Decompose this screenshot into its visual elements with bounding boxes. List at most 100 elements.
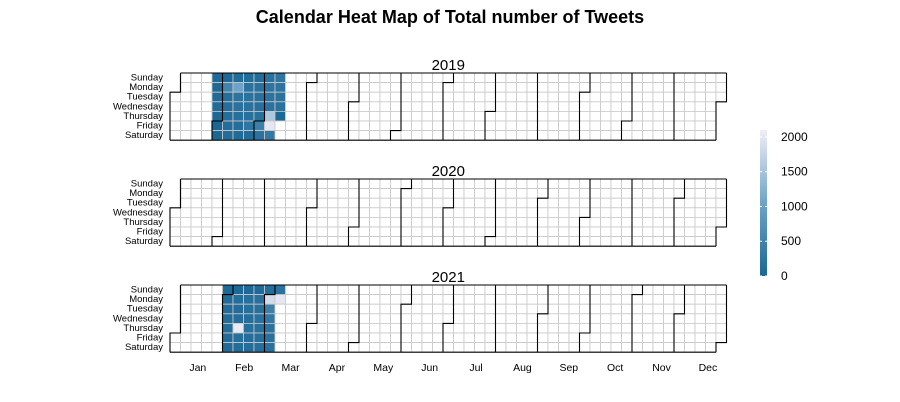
day-cell bbox=[579, 178, 591, 190]
legend-tick-label: 500 bbox=[781, 234, 801, 248]
day-cell bbox=[432, 130, 444, 141]
day-cell bbox=[306, 101, 318, 112]
weekday-label: Friday bbox=[137, 226, 164, 237]
day-cell bbox=[379, 342, 391, 353]
day-cell bbox=[705, 226, 717, 238]
day-cell bbox=[705, 207, 717, 218]
day-cell bbox=[211, 72, 223, 84]
day-cell bbox=[201, 294, 213, 305]
day-cell bbox=[253, 342, 265, 353]
day-cell bbox=[474, 91, 486, 103]
day-cell bbox=[663, 236, 675, 247]
day-cell bbox=[253, 226, 265, 238]
day-cell bbox=[453, 111, 465, 122]
day-cell bbox=[526, 207, 538, 218]
day-cell bbox=[463, 216, 475, 228]
day-cell bbox=[547, 322, 559, 334]
day-cell bbox=[663, 72, 675, 84]
day-cell bbox=[495, 111, 507, 122]
day-cell bbox=[337, 322, 349, 334]
day-cell bbox=[295, 130, 307, 141]
day-cell bbox=[285, 322, 297, 334]
day-cell bbox=[684, 342, 696, 353]
month-label: Dec bbox=[699, 362, 718, 374]
day-cell bbox=[505, 284, 517, 296]
day-cell bbox=[652, 294, 664, 305]
day-cell bbox=[652, 101, 664, 112]
month-boundary-line bbox=[631, 285, 644, 353]
weekday-label: Thursday bbox=[123, 111, 163, 122]
day-cell bbox=[327, 216, 339, 228]
day-cell bbox=[453, 332, 465, 344]
day-cell bbox=[652, 332, 664, 344]
year-panel-2021: 2021 SundayMondayTuesdayWednesdayThursday… bbox=[113, 269, 728, 353]
day-cell bbox=[432, 178, 444, 190]
day-cell bbox=[453, 236, 465, 247]
day-cell bbox=[663, 216, 675, 228]
day-cell bbox=[673, 111, 685, 122]
day-cell bbox=[243, 216, 255, 228]
day-cell bbox=[274, 332, 286, 344]
day-cell bbox=[411, 226, 423, 238]
day-cell bbox=[568, 197, 580, 209]
day-cell bbox=[642, 332, 654, 344]
day-cell bbox=[295, 294, 307, 305]
day-cell bbox=[306, 197, 318, 209]
day-cell bbox=[453, 313, 465, 324]
day-cell bbox=[169, 120, 181, 132]
day-cell bbox=[369, 91, 381, 103]
day-cell bbox=[379, 178, 391, 190]
day-cell bbox=[253, 197, 265, 209]
day-cell bbox=[274, 236, 286, 247]
month-boundary-line bbox=[536, 179, 549, 247]
day-cell bbox=[264, 226, 276, 238]
day-cell bbox=[505, 130, 517, 141]
day-cell bbox=[495, 303, 507, 315]
day-cell bbox=[337, 313, 349, 324]
day-cell bbox=[442, 130, 454, 141]
day-cell bbox=[390, 236, 402, 247]
day-cell bbox=[558, 120, 570, 132]
day-cell bbox=[411, 178, 423, 190]
day-cell bbox=[589, 91, 601, 103]
month-label: Feb bbox=[235, 362, 253, 374]
day-cell bbox=[400, 188, 412, 199]
day-cell bbox=[348, 72, 360, 84]
day-cell bbox=[348, 322, 360, 334]
month-boundary-line bbox=[211, 179, 224, 247]
day-cell bbox=[190, 188, 202, 199]
weekday-label: Thursday bbox=[123, 323, 163, 334]
weekday-label: Wednesday bbox=[113, 313, 163, 324]
day-cell bbox=[610, 332, 622, 344]
day-cell bbox=[421, 72, 433, 84]
day-cell bbox=[610, 101, 622, 112]
day-cell bbox=[243, 322, 255, 334]
day-cell bbox=[463, 188, 475, 199]
day-cell bbox=[232, 72, 244, 84]
day-cell bbox=[264, 82, 276, 93]
day-cell bbox=[264, 197, 276, 209]
day-cell bbox=[505, 303, 517, 315]
weekday-label: Monday bbox=[129, 294, 163, 305]
day-cell bbox=[505, 91, 517, 103]
day-cell bbox=[600, 226, 612, 238]
day-cell bbox=[180, 72, 192, 84]
day-cell bbox=[558, 284, 570, 296]
day-cell bbox=[421, 82, 433, 93]
day-cell bbox=[327, 332, 339, 344]
day-cell bbox=[684, 322, 696, 334]
day-cell bbox=[621, 207, 633, 218]
day-cell bbox=[421, 226, 433, 238]
day-cell bbox=[400, 111, 412, 122]
day-cell bbox=[484, 178, 496, 190]
day-cell bbox=[673, 120, 685, 132]
day-cell bbox=[390, 303, 402, 315]
day-cell bbox=[568, 236, 580, 247]
day-cell bbox=[684, 216, 696, 228]
day-cell bbox=[348, 91, 360, 103]
day-cell bbox=[684, 197, 696, 209]
day-cell bbox=[547, 284, 559, 296]
month-boundary-line bbox=[347, 179, 360, 247]
day-cell bbox=[264, 236, 276, 247]
day-cell bbox=[190, 91, 202, 103]
